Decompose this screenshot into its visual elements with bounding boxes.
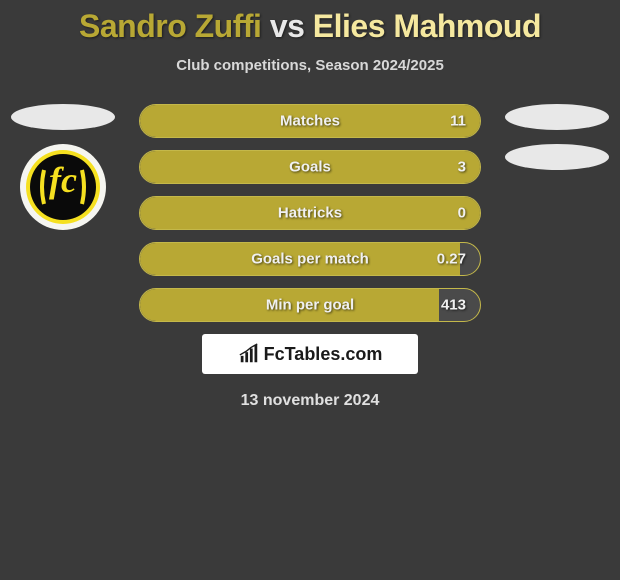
right-column bbox=[502, 104, 612, 184]
left-column: fc bbox=[8, 104, 118, 230]
player2-placeholder-1 bbox=[505, 104, 609, 130]
stat-bar-value: 3 bbox=[458, 159, 466, 176]
stat-bar-value: 11 bbox=[450, 113, 466, 130]
svg-text:fc: fc bbox=[49, 160, 77, 200]
site-logo: FcTables.com bbox=[202, 334, 418, 374]
stats-area: fc Matches11 Goals3 Hattricks0 Goals per ma… bbox=[0, 104, 620, 322]
site-logo-text: FcTables.com bbox=[264, 344, 383, 365]
stat-bar: Min per goal413 bbox=[139, 288, 481, 322]
vs-text: vs bbox=[270, 8, 305, 44]
stat-bar-label: Goals per match bbox=[140, 251, 480, 268]
stat-bars: Matches11 Goals3 Hattricks0 Goals per match… bbox=[139, 104, 481, 322]
date-text: 13 november 2024 bbox=[0, 392, 620, 410]
stat-bar: Matches11 bbox=[139, 104, 481, 138]
stat-bar-value: 413 bbox=[441, 297, 466, 314]
stat-bar-label: Matches bbox=[140, 113, 480, 130]
stat-bar-label: Min per goal bbox=[140, 297, 480, 314]
stat-bar-label: Goals bbox=[140, 159, 480, 176]
stat-bar-value: 0 bbox=[458, 205, 466, 222]
player1-placeholder bbox=[11, 104, 115, 130]
stat-bar: Goals3 bbox=[139, 150, 481, 184]
player1-club-badge: fc bbox=[20, 144, 106, 230]
stat-bar: Goals per match0.27 bbox=[139, 242, 481, 276]
stat-bar-label: Hattricks bbox=[140, 205, 480, 222]
chart-icon bbox=[238, 343, 260, 365]
player1-name: Sandro Zuffi bbox=[79, 8, 261, 44]
player2-name: Elies Mahmoud bbox=[313, 8, 541, 44]
stat-bar-value: 0.27 bbox=[437, 251, 466, 268]
subtitle: Club competitions, Season 2024/2025 bbox=[0, 57, 620, 74]
comparison-title: Sandro Zuffi vs Elies Mahmoud bbox=[0, 0, 620, 45]
stat-bar: Hattricks0 bbox=[139, 196, 481, 230]
player2-placeholder-2 bbox=[505, 144, 609, 170]
